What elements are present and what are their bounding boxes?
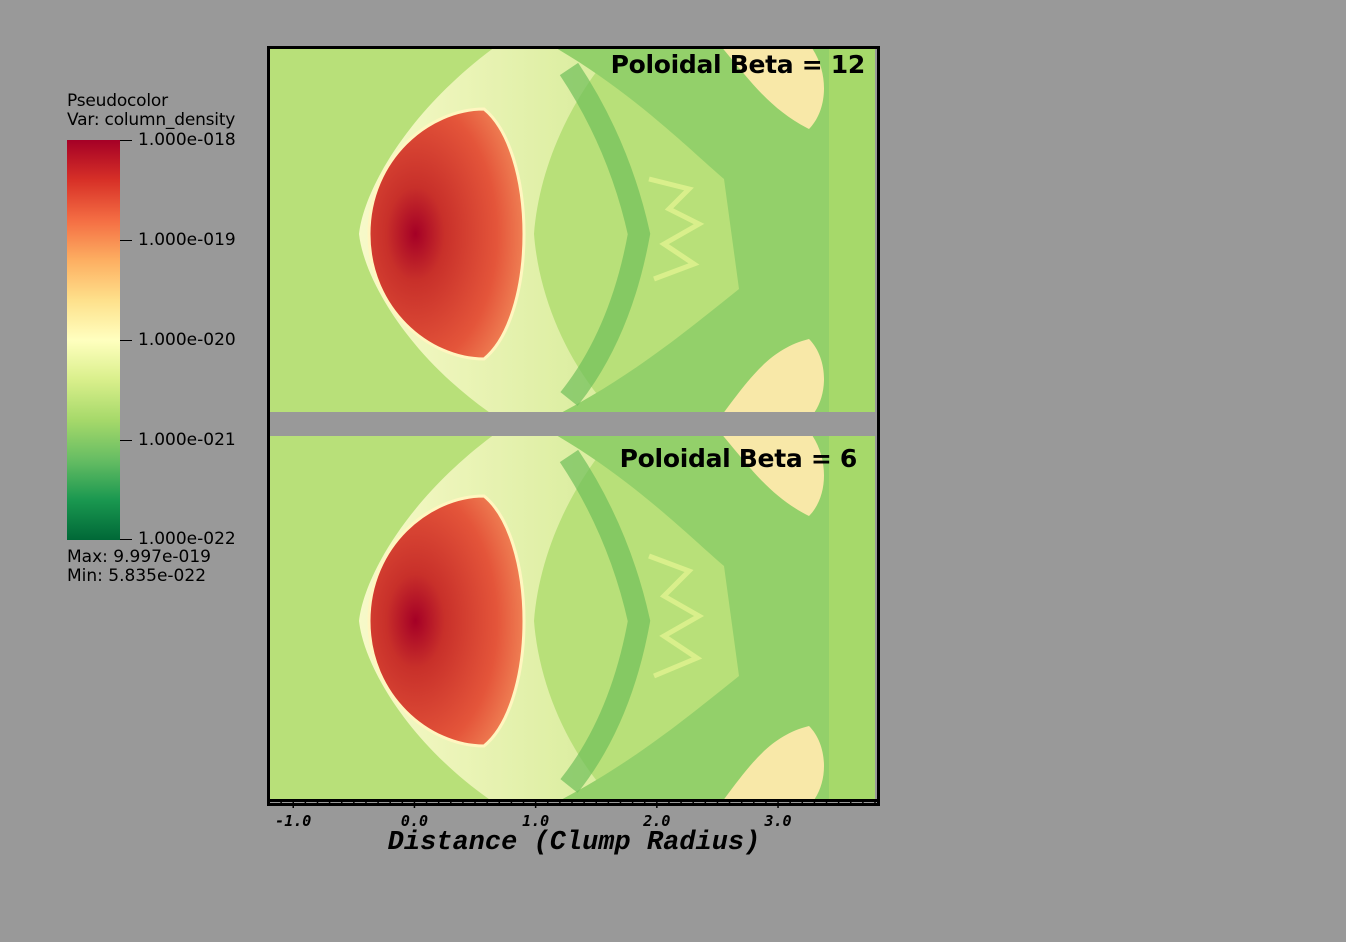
heatmap-bottom <box>269 436 875 799</box>
legend-minmax: Max: 9.997e-019 Min: 5.835e-022 <box>67 548 211 586</box>
colorbar-tick-label: 1.000e-022 <box>138 529 236 549</box>
legend-min: Min: 5.835e-022 <box>67 566 207 586</box>
heatmap-panel-bottom: Poloidal Beta = 6 <box>269 436 875 799</box>
colorbar-tick <box>120 340 132 341</box>
x-tick-label: 1.0 <box>522 812 550 830</box>
heatmap-top <box>269 49 875 412</box>
heatmap-panel-top: Poloidal Beta = 12 <box>269 49 875 412</box>
colorbar-tick <box>120 539 132 540</box>
x-tick-label: -1.0 <box>275 812 312 830</box>
x-tick-label: 0.0 <box>400 812 428 830</box>
x-tick-label: 3.0 <box>764 812 792 830</box>
legend-variable: Var: column_density <box>67 110 236 130</box>
x-tick-label: 2.0 <box>643 812 671 830</box>
colorbar-tick <box>120 440 132 441</box>
panel-gap <box>269 412 875 436</box>
colorbar-tick-label: 1.000e-021 <box>138 430 236 450</box>
x-axis-label: Distance (Clump Radius) <box>387 828 761 858</box>
legend-max: Max: 9.997e-019 <box>67 547 211 567</box>
legend-title: Pseudocolor Var: column_density <box>67 92 235 130</box>
panel-label-bottom: Poloidal Beta = 6 <box>619 444 858 473</box>
colorbar-tick-label: 1.000e-018 <box>138 130 236 150</box>
colorbar-tick <box>120 240 132 241</box>
colorbar-tick-label: 1.000e-020 <box>138 330 236 350</box>
colorbar <box>67 140 120 540</box>
panel-label-top: Poloidal Beta = 12 <box>610 50 866 79</box>
colorbar-tick-label: 1.000e-019 <box>138 230 236 250</box>
colorbar-tick <box>120 140 132 141</box>
legend-plot-type: Pseudocolor <box>67 91 168 111</box>
